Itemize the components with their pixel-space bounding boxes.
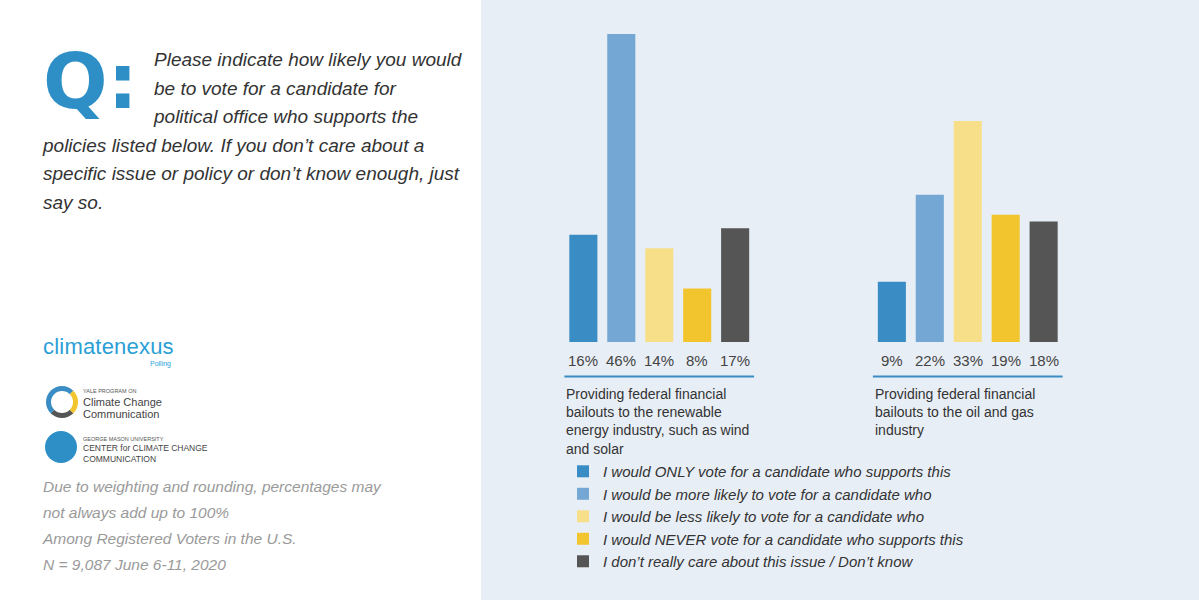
html-text:Polling: Polling xyxy=(150,360,171,367)
svg-text:22%: 22% xyxy=(915,352,945,369)
svg-text:I don’t really care about this: I don’t really care about this issue / D… xyxy=(603,553,913,570)
html-text:GEORGE MASON UNIVERSITY: GEORGE MASON UNIVERSITY xyxy=(83,436,164,442)
svg-text:I would be more likely to vote: I would be more likely to vote for a can… xyxy=(603,486,932,503)
svg-text:17%: 17% xyxy=(720,352,750,369)
html-text:Among Registered Voters in the: Among Registered Voters in the U.S. xyxy=(43,530,297,547)
html-text:CENTER for CLIMATE CHANGE COMM: CENTER for CLIMATE CHANGE COMMUNICATION xyxy=(83,443,208,464)
svg-text:I would be less likely to vote: I would be less likely to vote for a can… xyxy=(603,508,924,525)
svg-text:46%: 46% xyxy=(606,352,636,369)
html-text:YALE PROGRAM ON: YALE PROGRAM ON xyxy=(83,388,137,394)
svg-text:33%: 33% xyxy=(953,352,983,369)
svg-text:19%: 19% xyxy=(991,352,1021,369)
svg-text:18%: 18% xyxy=(1029,352,1059,369)
svg-text:Providing federal financialbai: Providing federal financialbailouts to t… xyxy=(566,386,749,457)
html-text:Q:: Q: xyxy=(43,37,138,126)
html-text:Climate Change Communication: Climate Change Communication xyxy=(83,396,162,420)
svg-text:8%: 8% xyxy=(686,352,708,369)
svg-text:Providing federal financialbai: Providing federal financialbailouts to t… xyxy=(875,386,1035,438)
svg-text:I would NEVER vote for a candi: I would NEVER vote for a candidate who s… xyxy=(603,531,964,548)
svg-text:16%: 16% xyxy=(568,352,598,369)
svg-text:9%: 9% xyxy=(881,352,903,369)
html-text:Please indicate how likely you: Please indicate how likely you would be … xyxy=(43,49,462,213)
html-text:N = 9,087 June 6-11, 2020: N = 9,087 June 6-11, 2020 xyxy=(43,556,226,573)
html-text:climatenexus: climatenexus xyxy=(43,334,174,359)
html-text:Due to weighting and rounding,: Due to weighting and rounding, percentag… xyxy=(43,478,381,521)
svg-text:14%: 14% xyxy=(644,352,674,369)
svg-text:I would ONLY vote for a candid: I would ONLY vote for a candidate who su… xyxy=(603,463,951,480)
